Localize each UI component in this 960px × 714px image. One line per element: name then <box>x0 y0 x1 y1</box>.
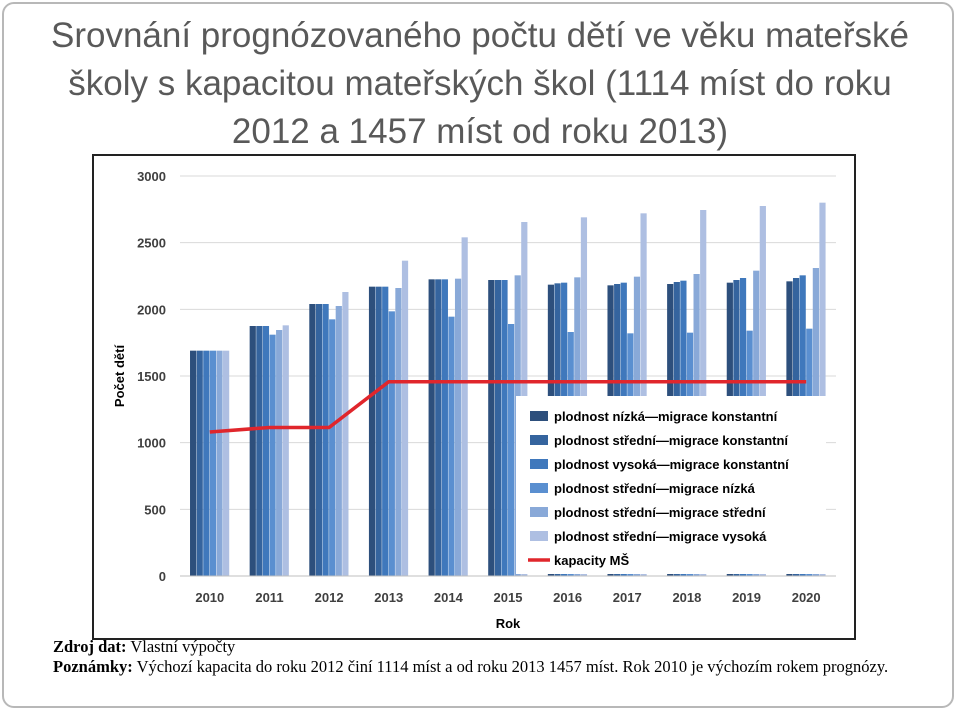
x-tick-label: 2010 <box>195 590 224 605</box>
notes: Zdroj dat: Vlastní výpočty Poznámky: Výc… <box>53 637 923 677</box>
bar-2014-s4 <box>448 316 455 576</box>
bar-2013-s6 <box>401 260 409 576</box>
bar-2018-s6 <box>700 210 707 576</box>
bar-2010-s4 <box>209 350 217 576</box>
x-tick-label: 2014 <box>434 590 464 605</box>
bar-2013-s1 <box>368 286 376 576</box>
y-tick-label: 2000 <box>137 302 166 317</box>
legend-swatch <box>530 531 548 541</box>
bar-2011-s1 <box>249 326 256 576</box>
chart-container: 0 500 1000 1500 2000 2500 3000 2010 2011 2012 2013… <box>92 154 856 640</box>
bar-2010-s2 <box>196 350 203 576</box>
bar-2015-s4 <box>508 324 515 576</box>
bar-2012-s1 <box>309 304 316 576</box>
x-tick-label: 2015 <box>494 590 523 605</box>
bar-2011-s3 <box>262 326 270 576</box>
legend-swatch <box>530 459 548 469</box>
bar-2011-s5 <box>276 330 283 576</box>
bar-2011-s2 <box>256 326 263 576</box>
bar-2013-s4 <box>388 311 395 576</box>
bar-2010-s5 <box>216 350 223 576</box>
x-tick-label: 2018 <box>672 590 701 605</box>
bar-2017-s6 <box>640 213 647 577</box>
y-tick-label: 1000 <box>137 436 166 451</box>
legend-box <box>516 396 826 574</box>
bar-2015-s3 <box>501 280 508 576</box>
legend-swatch <box>530 483 548 493</box>
x-tick-label: 2012 <box>315 590 344 605</box>
bar-2012-s5 <box>335 306 342 576</box>
bar-2010-s1 <box>190 350 197 576</box>
bar-2014-s3 <box>441 279 448 576</box>
bar-2015-s1 <box>488 280 495 576</box>
population-chart: 0 500 1000 1500 2000 2500 3000 2010 2011 2012 2013… <box>112 169 836 631</box>
legend-label: plodnost střední—migrace střední <box>554 505 766 520</box>
capacity-line <box>209 379 807 434</box>
bar-2010-s6 <box>223 350 230 576</box>
bar-2012-s4 <box>329 319 336 576</box>
legend-swatch <box>530 435 548 445</box>
legend-label: plodnost střední—migrace konstantní <box>554 433 788 448</box>
legend-label: plodnost nízká—migrace konstantní <box>554 409 778 424</box>
source-label: Zdroj dat: <box>53 637 127 656</box>
legend-label: kapacity MŠ <box>554 553 629 568</box>
bar-2012-s2 <box>315 304 323 576</box>
bar-2014-s6 <box>461 237 468 576</box>
x-tick-label: 2017 <box>613 590 642 605</box>
y-tick-label: 2500 <box>137 236 166 251</box>
legend-label: plodnost vysoká—migrace konstantní <box>554 457 789 472</box>
x-tick-label: 2020 <box>792 590 821 605</box>
x-tick-label: 2016 <box>553 590 582 605</box>
bar-2013-s5 <box>395 288 402 576</box>
bar-2013-s3 <box>382 286 389 576</box>
bar-2013-s2 <box>375 286 382 576</box>
legend-label: plodnost střední—migrace nízká <box>554 481 756 496</box>
bar-2011-s6 <box>282 325 289 576</box>
x-tick-label: 2013 <box>374 590 403 605</box>
source-text: Vlastní výpočty <box>130 637 236 656</box>
y-tick-label: 3000 <box>137 169 166 184</box>
source-line: Zdroj dat: Vlastní výpočty <box>53 637 923 657</box>
legend-swatch <box>530 507 548 517</box>
y-tick-label: 1500 <box>137 369 166 384</box>
bar-2012-s6 <box>342 292 349 576</box>
legend-label: plodnost střední—migrace vysoká <box>554 529 767 544</box>
legend-swatch <box>530 411 548 421</box>
x-tick-label: 2011 <box>255 590 283 605</box>
bar-2019-s6 <box>759 206 766 576</box>
slide-title: Srovnání prognózovaného počtu dětí ve vě… <box>50 16 910 151</box>
y-axis-title: Počet dětí <box>112 345 127 408</box>
x-axis-title: Rok <box>496 616 521 631</box>
bar-2010-s3 <box>203 350 210 576</box>
y-tick-label: 500 <box>144 502 166 517</box>
bar-2011-s4 <box>269 334 276 576</box>
bar-2014-s2 <box>435 279 442 576</box>
bar-2012-s3 <box>322 304 329 576</box>
bar-2015-s2 <box>494 280 501 576</box>
remarks-line: Poznámky: Výchozí kapacita do roku 2012 … <box>53 657 923 677</box>
x-tick-label: 2019 <box>732 590 761 605</box>
bar-2014-s1 <box>428 279 435 576</box>
bar-2020-s6 <box>819 202 826 576</box>
remarks-label: Poznámky: <box>53 657 133 676</box>
remarks-text: Výchozí kapacita do roku 2012 činí 1114 … <box>136 657 889 676</box>
bar-2014-s5 <box>454 278 462 576</box>
y-tick-label: 0 <box>159 569 166 584</box>
